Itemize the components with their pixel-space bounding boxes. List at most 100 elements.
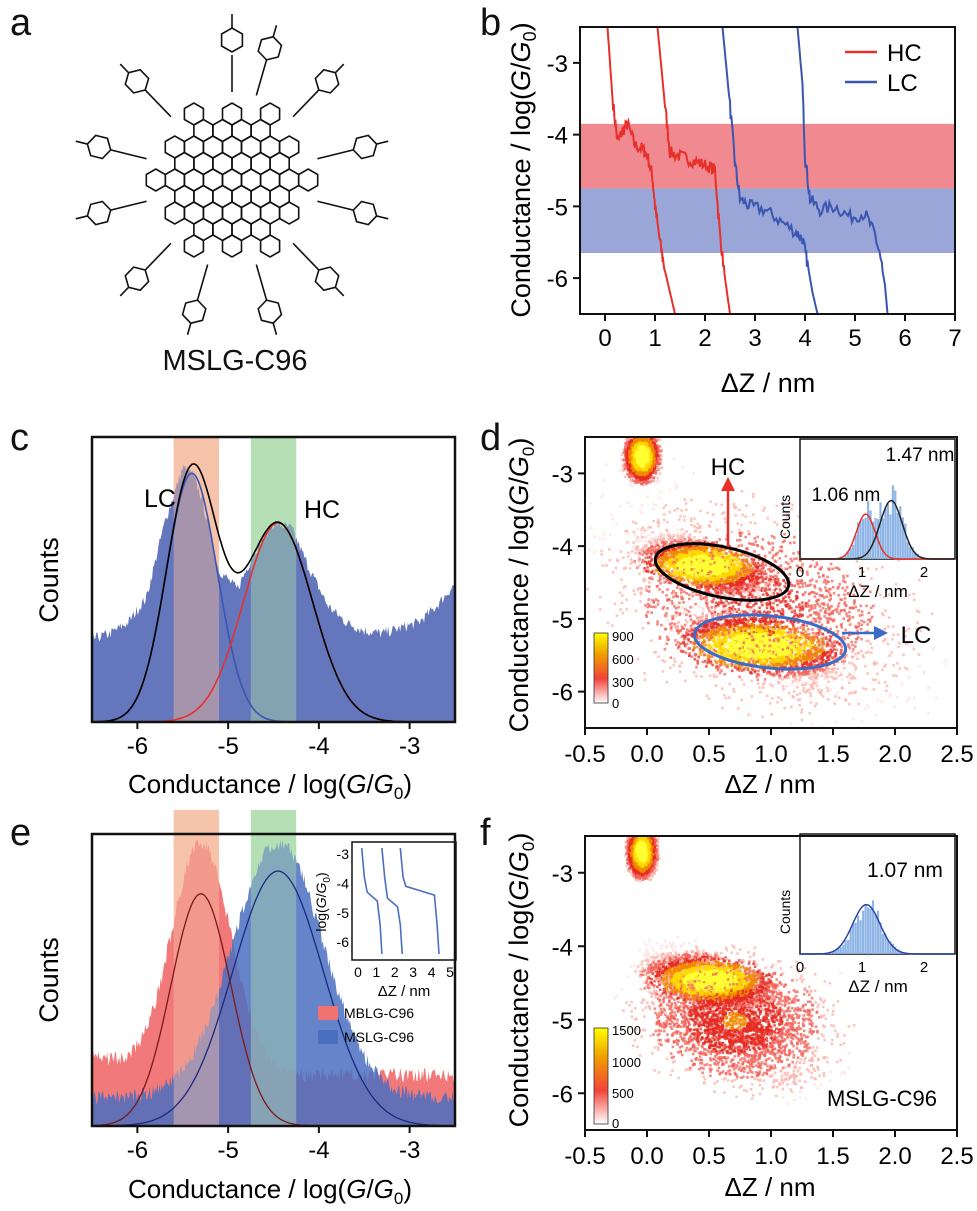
heat-pixel (863, 707, 867, 711)
heat-pixel (768, 610, 772, 614)
heat-pixel (657, 524, 660, 528)
heat-pixel (828, 655, 832, 658)
heat-pixel (761, 560, 765, 564)
heat-pixel (744, 554, 747, 557)
x-tick-label: -3 (399, 733, 420, 760)
trace-lc (796, 26, 889, 315)
heat-pixel (874, 714, 878, 717)
heat-pixel (792, 624, 795, 628)
heat-pixel (652, 519, 655, 523)
panel-a: a MSLG-C96 (0, 0, 470, 410)
heat-pixel (807, 599, 811, 602)
heat-pixel (769, 641, 773, 644)
heat-pixel (829, 641, 833, 644)
heat-pixel (823, 578, 827, 582)
heat-pixel (809, 662, 813, 665)
heat-pixel (751, 563, 754, 566)
heat-pixel (807, 584, 810, 587)
methyl (75, 140, 88, 145)
bond (144, 242, 172, 271)
heat-pixel (646, 605, 649, 609)
heat-pixel (754, 657, 757, 660)
heat-pixel (751, 595, 754, 599)
heat-pixel (832, 586, 835, 589)
heat-pixel (757, 673, 761, 677)
heat-pixel (649, 525, 652, 529)
heat-pixel (752, 620, 755, 623)
heat-pixel (710, 606, 713, 609)
heat-pixel (769, 702, 772, 705)
heat-pixel (757, 563, 760, 567)
heat-pixel (675, 622, 679, 625)
bond (196, 264, 209, 301)
heat-pixel (727, 611, 730, 615)
heat-pixel (744, 610, 747, 614)
heat-pixel (843, 656, 846, 659)
heat-pixel (672, 663, 675, 667)
heat-pixel (650, 576, 653, 579)
heat-pixel (713, 644, 716, 647)
heat-pixel (853, 664, 856, 667)
heat-pixel (665, 680, 669, 684)
heat-pixel (775, 552, 778, 556)
heat-pixel (790, 606, 793, 610)
heat-pixel (659, 582, 662, 585)
heat-pixel (786, 603, 790, 606)
heat-pixel (782, 688, 785, 691)
heat-pixel (816, 672, 820, 676)
heat-pixel (864, 664, 867, 668)
heat-pixel (892, 674, 895, 677)
heat-pixel (813, 565, 817, 568)
heat-pixel (634, 609, 638, 613)
heat-pixel (700, 628, 703, 631)
heat-pixel (648, 581, 651, 584)
heat-pixel (665, 544, 668, 547)
heat-pixel (732, 587, 736, 590)
heat-pixel (720, 611, 723, 614)
heat-pixel (650, 548, 654, 551)
heat-pixel (746, 621, 750, 625)
heat-pixel (680, 509, 683, 512)
aryl-ring (314, 68, 340, 94)
heat-pixel (763, 554, 767, 558)
heat-pixel (784, 685, 788, 688)
heat-pixel (814, 632, 817, 635)
heat-pixel (757, 591, 761, 594)
heat-pixel (772, 554, 775, 558)
methyl (119, 286, 130, 297)
heat-pixel (809, 635, 812, 639)
heat-pixel (668, 542, 672, 546)
heat-pixel (745, 565, 749, 569)
heat-pixel (631, 485, 634, 488)
heat-pixel (816, 646, 819, 650)
heat-pixel (927, 711, 930, 715)
heat-pixel (707, 654, 710, 658)
ring (278, 135, 300, 159)
heat-pixel (707, 582, 711, 585)
heat-pixel (806, 615, 810, 619)
heat-pixel (745, 558, 749, 561)
heat-pixel (701, 650, 705, 654)
heat-pixel (677, 631, 680, 635)
heat-pixel (773, 536, 776, 539)
heat-pixel (732, 630, 736, 634)
heat-pixel (748, 542, 751, 545)
heat-pixel (851, 643, 854, 647)
heat-pixel (858, 614, 862, 617)
heat-pixel (801, 582, 804, 585)
heat-pixel (661, 533, 665, 536)
heat-pixel (802, 687, 805, 690)
heat-pixel (906, 641, 909, 645)
heat-pixel (634, 521, 638, 525)
heat-pixel (769, 567, 772, 571)
heat-pixel (854, 645, 857, 648)
heat-pixel (674, 626, 678, 630)
heat-pixel (693, 524, 696, 528)
heat-pixel (723, 673, 726, 676)
heat-pixel (828, 658, 831, 661)
heat-pixel (799, 626, 802, 629)
heat-pixel (659, 539, 662, 542)
heat-pixel (682, 533, 685, 536)
heat-pixel (881, 612, 884, 615)
heat-pixel (762, 509, 765, 512)
